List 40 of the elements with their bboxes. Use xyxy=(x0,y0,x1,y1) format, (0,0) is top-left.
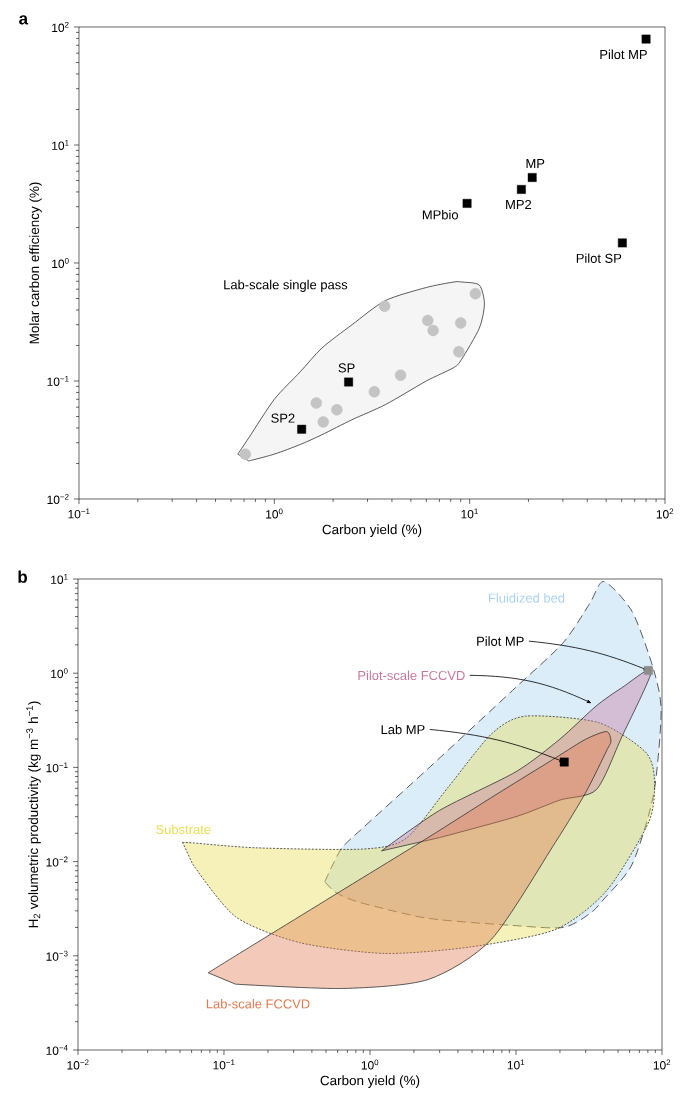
series-label: Fluidized bed xyxy=(489,593,565,603)
x-tick-label: 10$^{2}$ xyxy=(656,508,674,519)
x-tick-label: 10$^{1}$ xyxy=(507,1059,525,1070)
x-tick-label: 10$^{1}$ xyxy=(461,508,478,519)
series-label: Substrate xyxy=(156,824,211,835)
y-axis-title: Molar carbon efficiency (%) xyxy=(29,182,42,344)
y-tick-label: 10$^{−3}$ xyxy=(46,950,68,961)
chart-title: a xyxy=(19,15,29,25)
x-tick-label: 10$^{−1}$ xyxy=(213,1059,235,1070)
annotation: Lab MP xyxy=(381,724,425,735)
y-tick-label: 10$^{−1}$ xyxy=(46,762,68,773)
annotation: Pilot MP xyxy=(600,49,647,60)
series-label: Lab-scale FCCVD xyxy=(206,998,310,1009)
annotation: SP xyxy=(338,363,355,373)
y-tick-label: 10$^{−4}$ xyxy=(46,1045,68,1055)
annotation: SP2 xyxy=(271,413,295,423)
y-tick-label: 10$^{0}$ xyxy=(52,257,69,268)
x-axis-title: Carbon yield (%) xyxy=(322,524,422,537)
y-tick-label: 10$^{2}$ xyxy=(52,21,69,32)
annotation: MP xyxy=(526,159,545,169)
y-tick-label: 10$^{−1}$ xyxy=(47,376,69,386)
y-tick-label: 10$^{0}$ xyxy=(51,668,68,679)
annotation: Pilot SP xyxy=(576,253,622,263)
x-axis-title: Carbon yield (%) xyxy=(320,1075,420,1088)
y-axis-title: H$_{2}$ volumetric productivity (kg m$^{−3}$ h$^{−1}$) xyxy=(26,701,41,928)
x-tick-label: 10$^{0}$ xyxy=(266,508,283,519)
x-tick-label: 10$^{2}$ xyxy=(653,1059,671,1070)
text: Pilot-scale FCCVD xyxy=(358,670,465,681)
annotation: Pilot MP xyxy=(477,636,524,646)
x-tick-label: 10$^{0}$ xyxy=(361,1059,379,1070)
annotation: MP2 xyxy=(506,199,532,210)
x-tick-label: 10$^{−2}$ xyxy=(67,1059,89,1070)
x-tick-label: 10$^{−1}$ xyxy=(68,508,90,519)
text: Lab-scale single pass xyxy=(224,279,348,292)
y-tick-label: 10$^{−2}$ xyxy=(46,856,68,867)
chart-title: b xyxy=(18,570,27,583)
y-tick-label: 10$^{−2}$ xyxy=(47,493,69,504)
y-tick-label: 10$^{1}$ xyxy=(52,140,69,150)
y-tick-label: 10$^{1}$ xyxy=(51,574,68,584)
annotation: MPbio xyxy=(422,209,459,220)
